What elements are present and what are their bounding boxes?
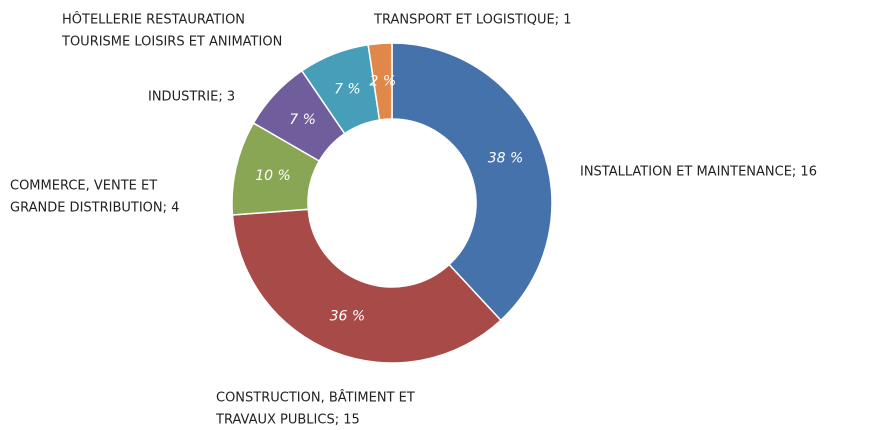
slice-label: COMMERCE, VENTE ET (10, 179, 157, 194)
slice-label: HÔTELLERIE RESTAURATION (62, 12, 245, 28)
donut-slice (231, 208, 502, 364)
slice-label: CONSTRUCTION, BÂTIMENT ET (216, 390, 415, 406)
percent-label: 7 % (334, 81, 361, 97)
donut-slice (391, 42, 553, 322)
percent-label: 7 % (289, 112, 316, 128)
slice-label: TRANSPORT ET LOGISTIQUE; 1 (373, 13, 572, 28)
percent-label: 38 % (488, 150, 524, 166)
percent-label: 2 % (370, 73, 397, 89)
donut-slice (367, 42, 393, 121)
slice-label: TRAVAUX PUBLICS; 15 (215, 413, 360, 428)
percent-label: 36 % (330, 309, 366, 325)
slice-label: INDUSTRIE; 3 (148, 90, 235, 105)
slice-label: TOURISME LOISIRS ET ANIMATION (61, 35, 282, 50)
slice-label: INSTALLATION ET MAINTENANCE; 16 (580, 165, 817, 180)
slice-label: GRANDE DISTRIBUTION; 4 (10, 201, 179, 216)
percent-label: 10 % (255, 168, 291, 184)
